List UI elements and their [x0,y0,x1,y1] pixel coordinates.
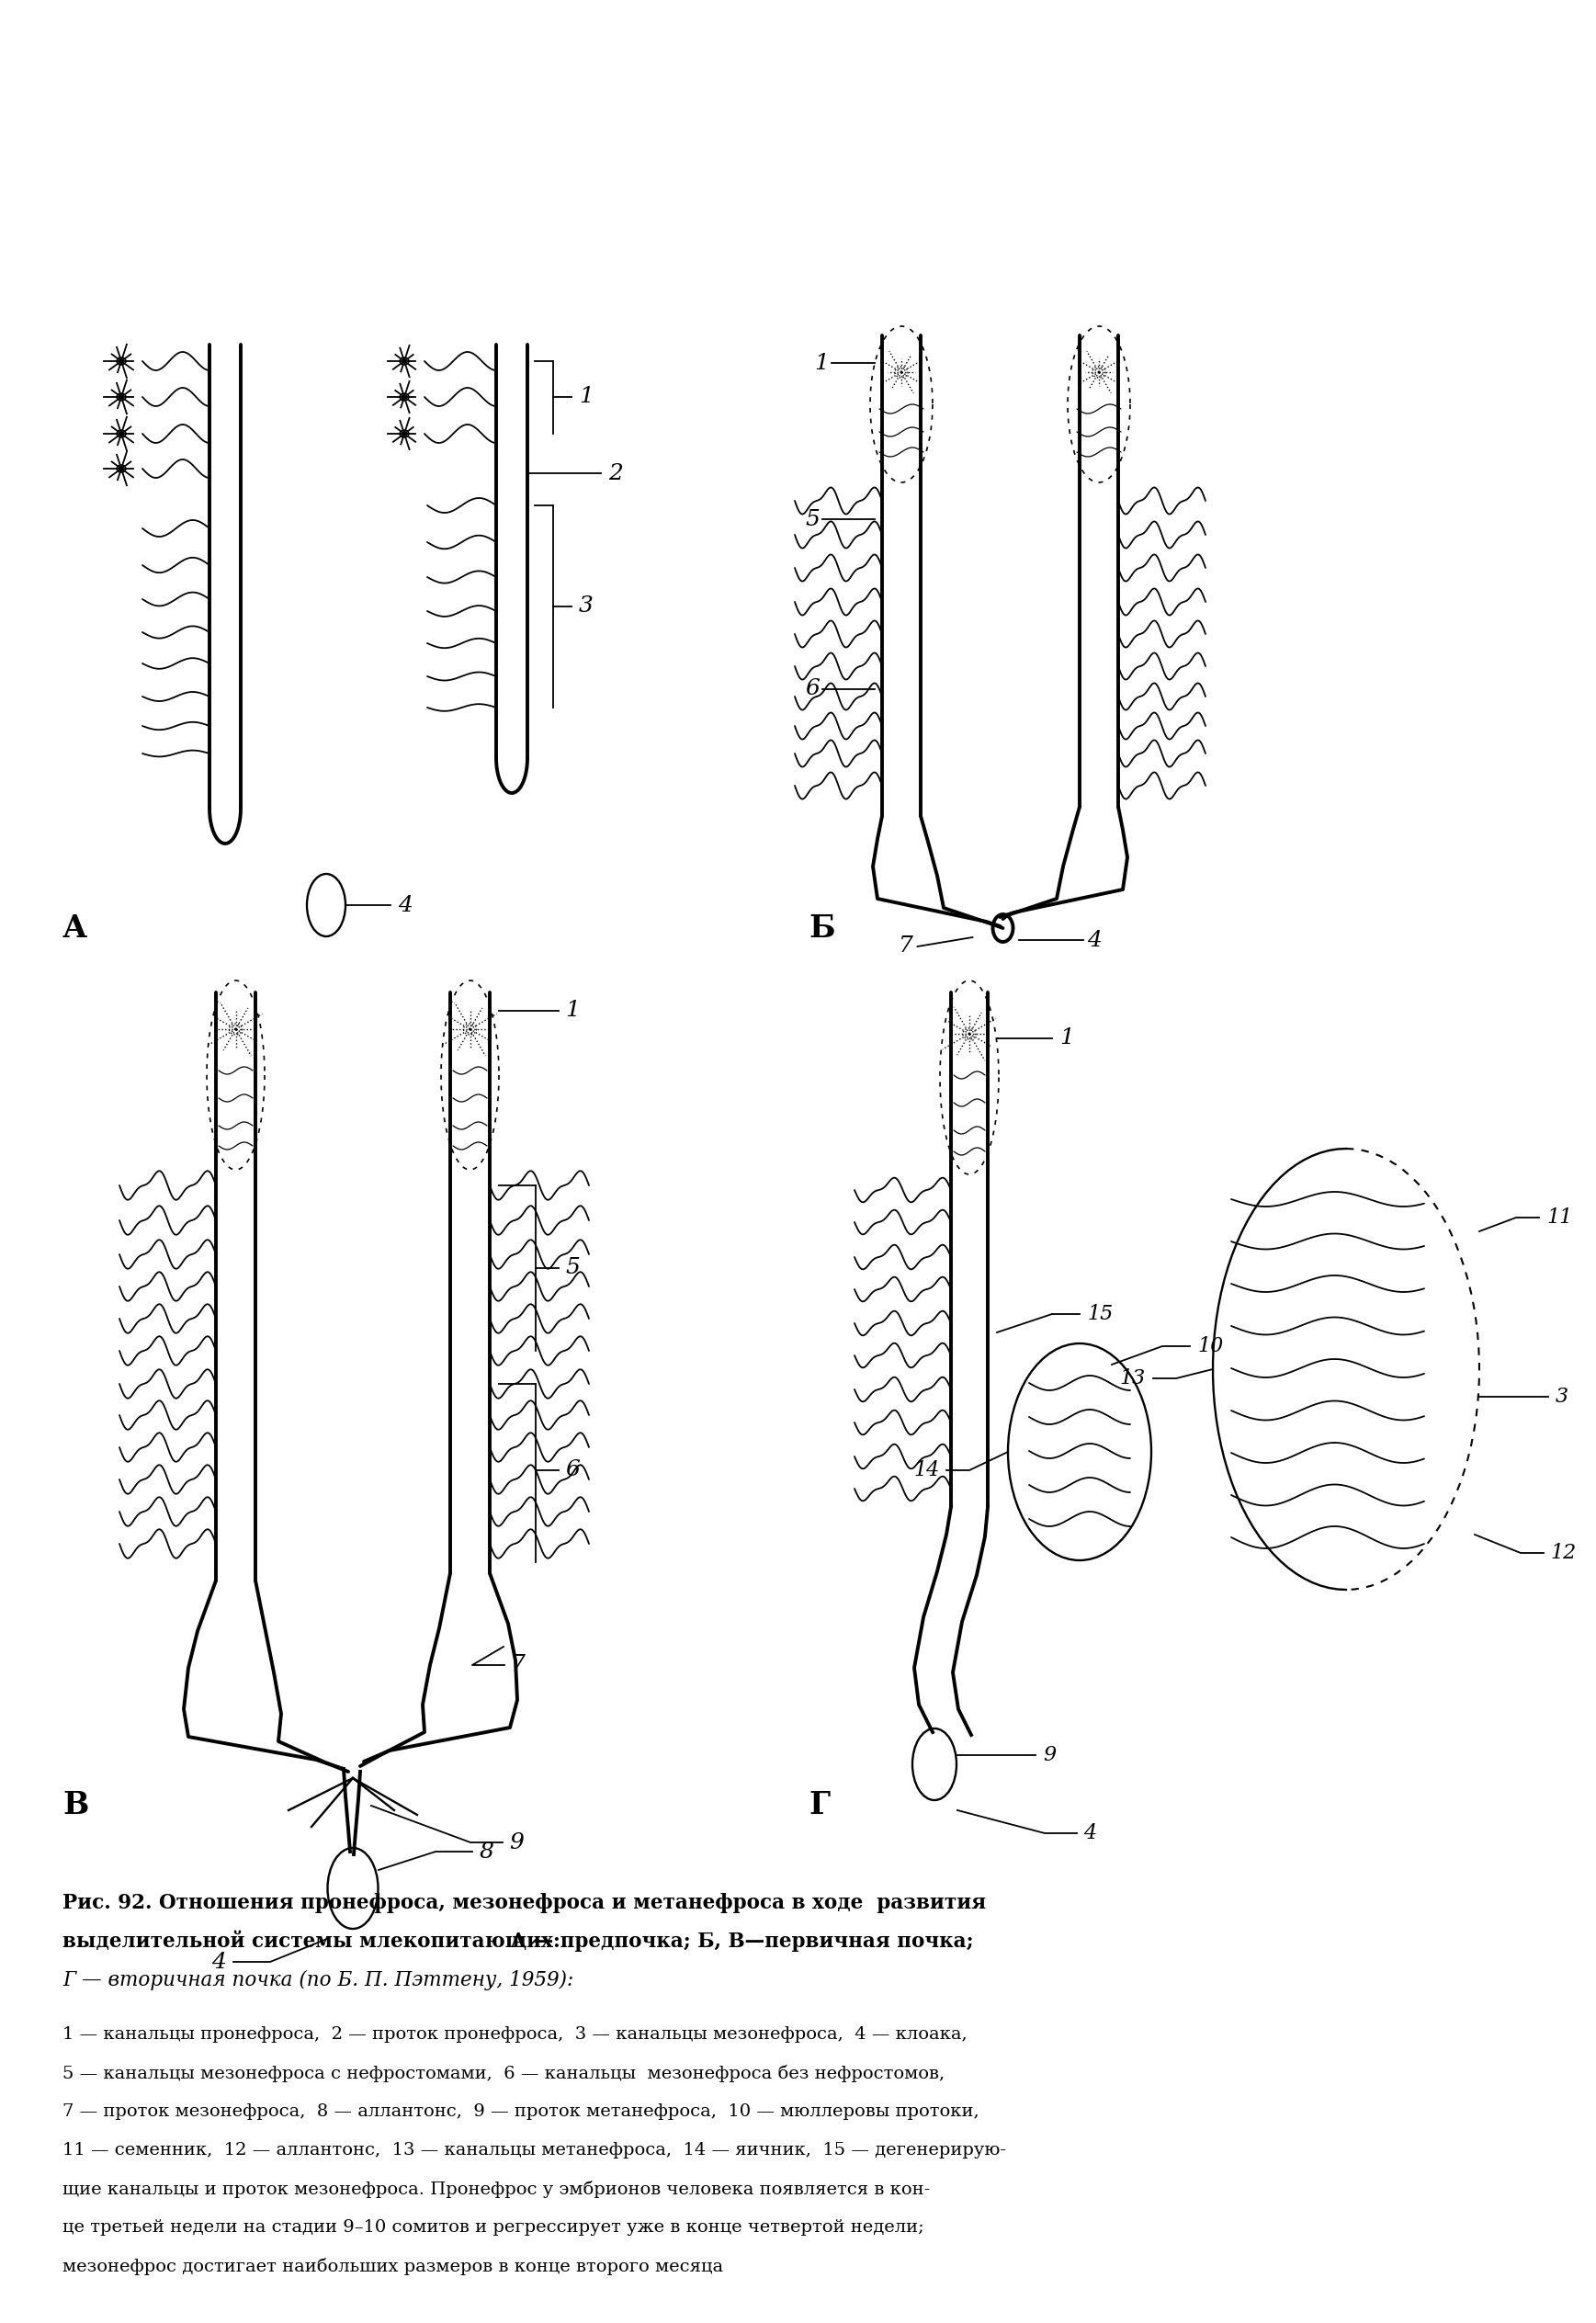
Text: 7: 7 [899,936,913,957]
Text: 8: 8 [480,1842,495,1863]
Text: Г — вторичная почка (по Б. П. Пэттену, 1959):: Г — вторичная почка (по Б. П. Пэттену, 1… [62,1970,573,1991]
Text: 1: 1 [579,386,594,407]
Text: 1: 1 [814,353,828,374]
Text: 10: 10 [1197,1336,1223,1357]
Text: 11: 11 [1547,1208,1572,1227]
Text: 4: 4 [211,1951,227,1972]
Text: щие канальцы и проток мезонефроса. Пронефрос у эмбрионов человека появляется в к: щие канальцы и проток мезонефроса. Проне… [62,2181,930,2198]
Text: 1: 1 [565,1001,579,1022]
Text: 6: 6 [565,1459,579,1480]
Text: 14: 14 [915,1461,940,1480]
Text: Рис. 92. Отношения пронефроса, мезонефроса и метанефроса в ходе  развития: Рис. 92. Отношения пронефроса, мезонефро… [62,1893,986,1914]
Text: 5: 5 [565,1257,579,1278]
Text: це третьей недели на стадии 9–10 сомитов и регрессирует уже в конце четвертой не: це третьей недели на стадии 9–10 сомитов… [62,2218,924,2235]
Text: 1: 1 [1060,1027,1074,1050]
Text: А — предпочка; Б, В—первичная почка;: А — предпочка; Б, В—первичная почка; [503,1930,974,1951]
Text: 9: 9 [1042,1745,1057,1765]
Text: 5 — канальцы мезонефроса с нефростомами,  6 — канальцы  мезонефроса без нефросто: 5 — канальцы мезонефроса с нефростомами,… [62,2065,945,2081]
Text: 7 — проток мезонефроса,  8 — аллантонс,  9 — проток метанефроса,  10 — мюллеровы: 7 — проток мезонефроса, 8 — аллантонс, 9… [62,2102,978,2121]
Text: 12: 12 [1550,1542,1575,1563]
Text: А: А [62,913,88,943]
Text: 4: 4 [397,894,412,915]
Text: 3: 3 [1556,1387,1569,1408]
Text: 4: 4 [1084,1824,1096,1844]
Text: 3: 3 [579,597,594,618]
Text: Г: Г [809,1791,830,1821]
Text: 2: 2 [608,462,622,483]
Text: 11 — семенник,  12 — аллантонс,  13 — канальцы метанефроса,  14 — яичник,  15 — : 11 — семенник, 12 — аллантонс, 13 — кана… [62,2142,1005,2158]
Text: 5: 5 [804,509,820,530]
Text: 9: 9 [509,1833,523,1854]
Text: 13: 13 [1120,1368,1146,1389]
Text: 6: 6 [804,678,820,699]
Text: выделительной системы млекопитающих:: выделительной системы млекопитающих: [62,1930,560,1951]
Text: мезонефрос достигает наибольших размеров в конце второго месяца: мезонефрос достигает наибольших размеров… [62,2258,723,2274]
Text: Б: Б [809,913,835,943]
Text: 7: 7 [511,1654,525,1675]
Text: 15: 15 [1087,1303,1112,1324]
Text: 4: 4 [1087,929,1101,950]
Text: 1 — канальцы пронефроса,  2 — проток пронефроса,  3 — канальцы мезонефроса,  4 —: 1 — канальцы пронефроса, 2 — проток прон… [62,2026,967,2042]
Text: В: В [62,1791,88,1821]
